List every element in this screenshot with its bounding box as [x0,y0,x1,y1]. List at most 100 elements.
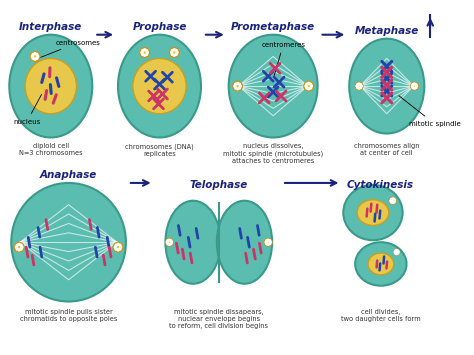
Circle shape [175,50,177,51]
Circle shape [413,87,415,89]
Text: mitotic spindle pulls sister
chromatids to opposite poles: mitotic spindle pulls sister chromatids … [20,310,117,322]
Circle shape [113,242,123,252]
Circle shape [120,246,122,248]
Circle shape [17,244,18,246]
Circle shape [169,48,179,58]
Text: Metaphase: Metaphase [355,26,419,36]
Circle shape [34,58,36,60]
Ellipse shape [25,59,76,114]
Circle shape [14,242,24,252]
Circle shape [397,250,399,252]
Circle shape [173,49,175,51]
Circle shape [266,240,267,242]
Circle shape [394,249,400,255]
Ellipse shape [349,39,424,133]
Circle shape [175,54,177,55]
Circle shape [310,87,311,89]
Circle shape [397,252,399,254]
Circle shape [36,58,38,59]
Circle shape [269,240,271,242]
Text: Prometaphase: Prometaphase [231,22,315,32]
Circle shape [392,198,393,200]
Circle shape [310,85,312,87]
Circle shape [32,58,34,59]
Circle shape [34,53,36,55]
Text: Interphase: Interphase [19,22,82,32]
Text: mitotic spindle dissapears,
nuclear envelope begins
to reform, cell division beg: mitotic spindle dissapears, nuclear enve… [169,310,268,329]
Circle shape [20,244,22,246]
Circle shape [391,201,392,203]
Circle shape [397,251,399,253]
Text: chromosomes (DNA)
replicates: chromosomes (DNA) replicates [125,143,194,157]
Ellipse shape [368,253,394,275]
Circle shape [360,85,362,87]
Circle shape [390,200,392,202]
Circle shape [413,83,415,85]
Circle shape [165,238,173,246]
Circle shape [141,51,143,53]
Text: mitotic spindle: mitotic spindle [399,96,460,127]
Ellipse shape [355,242,407,286]
Circle shape [235,87,237,89]
Circle shape [235,83,237,85]
Circle shape [142,54,144,55]
Circle shape [358,83,360,85]
Circle shape [358,87,360,89]
Circle shape [37,56,38,58]
Circle shape [396,250,398,251]
Circle shape [142,50,144,51]
Ellipse shape [133,59,186,114]
Circle shape [172,50,173,51]
Circle shape [393,198,395,200]
Text: Cytokinesis: Cytokinesis [346,180,413,190]
Circle shape [308,82,310,84]
Circle shape [304,81,314,91]
Circle shape [306,87,308,89]
Circle shape [117,244,119,245]
Circle shape [146,51,148,53]
Circle shape [176,51,178,53]
Circle shape [237,88,238,90]
Ellipse shape [11,183,126,301]
Text: cell divides,
two daughter cells form: cell divides, two daughter cells form [341,310,420,322]
Circle shape [356,84,358,86]
Circle shape [265,241,267,243]
Text: centromeres: centromeres [261,42,305,77]
Text: Anaphase: Anaphase [40,170,97,180]
Circle shape [21,246,23,248]
Circle shape [144,49,146,51]
Circle shape [355,82,363,90]
Circle shape [144,54,146,56]
Circle shape [306,83,308,85]
Circle shape [267,244,269,245]
Circle shape [173,54,175,56]
Circle shape [356,87,358,88]
Circle shape [18,244,20,245]
Circle shape [415,84,417,86]
Text: Telophase: Telophase [190,180,248,190]
Circle shape [412,87,414,88]
Text: chromosomes align
at center of cell: chromosomes align at center of cell [354,143,419,157]
Circle shape [394,200,395,202]
Text: centrosomes: centrosomes [41,40,100,58]
Circle shape [168,244,170,245]
Ellipse shape [343,185,402,240]
Circle shape [238,83,240,85]
Circle shape [20,248,22,250]
Circle shape [146,54,147,55]
Circle shape [16,246,18,248]
Ellipse shape [228,35,318,137]
Circle shape [270,241,271,243]
Ellipse shape [357,200,389,225]
Ellipse shape [217,201,272,284]
Circle shape [412,84,414,86]
Circle shape [393,201,395,203]
Text: nucleus dissolves,
mitotic spindle (microtubules)
attaches to centromeres: nucleus dissolves, mitotic spindle (micr… [223,143,323,164]
Circle shape [119,248,121,250]
Circle shape [115,248,117,250]
Circle shape [396,253,398,255]
Ellipse shape [9,35,92,137]
Circle shape [166,241,168,243]
Circle shape [308,88,310,90]
Circle shape [167,240,169,242]
